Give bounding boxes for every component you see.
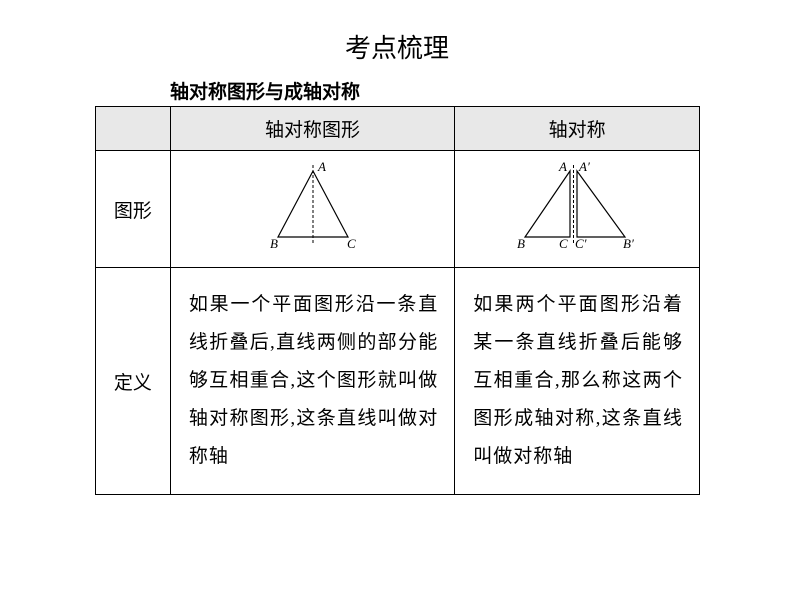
svg-text:C: C <box>559 236 568 251</box>
diagram-row: 图形 A B C A A′ B C C′ B′ <box>96 151 700 268</box>
svg-text:B: B <box>517 236 525 251</box>
svg-text:B: B <box>270 236 278 251</box>
triangle-single-icon: A B C <box>243 159 383 254</box>
header-col3: 轴对称 <box>455 107 700 151</box>
svg-text:A′: A′ <box>578 159 590 174</box>
svg-text:B′: B′ <box>623 236 634 251</box>
svg-text:C′: C′ <box>575 236 587 251</box>
svg-text:C: C <box>347 236 356 251</box>
svg-text:A: A <box>317 159 326 174</box>
triangle-pair-icon: A A′ B C C′ B′ <box>497 159 657 254</box>
header-col2: 轴对称图形 <box>170 107 454 151</box>
diagram-cell-1: A B C <box>170 151 454 268</box>
definition-2: 如果两个平面图形沿着某一条直线折叠后能够互相重合,那么称这两个图形成轴对称,这条… <box>455 268 700 495</box>
definition-row: 定义 如果一个平面图形沿一条直线折叠后,直线两侧的部分能够互相重合,这个图形就叫… <box>96 268 700 495</box>
page-subtitle: 轴对称图形与成轴对称 <box>170 77 794 104</box>
page-title: 考点梳理 <box>0 0 794 77</box>
diagram-cell-2: A A′ B C C′ B′ <box>455 151 700 268</box>
definition-1: 如果一个平面图形沿一条直线折叠后,直线两侧的部分能够互相重合,这个图形就叫做轴对… <box>170 268 454 495</box>
row-label-diagram: 图形 <box>96 151 171 268</box>
row-label-def: 定义 <box>96 268 171 495</box>
header-empty <box>96 107 171 151</box>
table-header-row: 轴对称图形 轴对称 <box>96 107 700 151</box>
comparison-table: 轴对称图形 轴对称 图形 A B C A A′ B C C′ B′ <box>95 106 700 495</box>
svg-text:A: A <box>558 159 567 174</box>
